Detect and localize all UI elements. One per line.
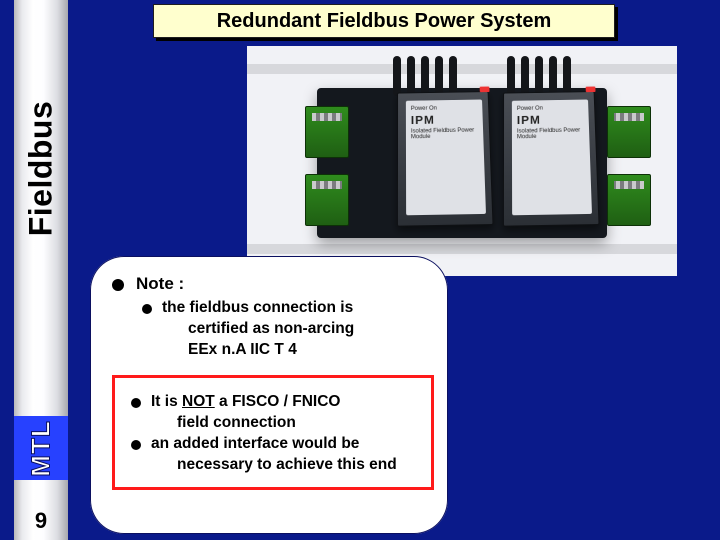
module-name: IPM [517, 113, 584, 127]
terminal-block-icon [305, 174, 349, 226]
hardware-photo: Power On IPM Isolated Fieldbus Power Mod… [247, 46, 677, 276]
warning-line: necessary to achieve this end [151, 455, 419, 476]
module-led-label: Power On [517, 105, 584, 112]
module-subtitle: Isolated Fieldbus Power Module [411, 127, 479, 141]
warning-item: an added interface would be necessary to… [125, 434, 419, 476]
note-heading: Note : the fieldbus connection is certif… [112, 274, 434, 361]
note-subitem: the fieldbus connection is certified as … [136, 298, 434, 361]
mtl-logo-text: MTL [26, 420, 57, 476]
mtl-logo: MTL [14, 416, 68, 480]
module-subtitle: Isolated Fieldbus Power Module [517, 127, 585, 141]
warning-item: It is NOT a FISCO / FNICO field connecti… [125, 392, 419, 434]
note-line: EEx n.A IIC T 4 [162, 340, 434, 361]
note-list: Note : the fieldbus connection is certif… [112, 274, 434, 361]
warning-line: an added interface would be [151, 435, 359, 452]
warning-line: field connection [151, 413, 419, 434]
terminal-block-icon [607, 174, 651, 226]
title-box: Redundant Fieldbus Power System [153, 4, 615, 38]
terminal-block-icon [305, 106, 349, 158]
power-module: Power On IPM Isolated Fieldbus Power Mod… [503, 91, 600, 227]
module-led-label: Power On [411, 105, 478, 112]
warning-frame: It is NOT a FISCO / FNICO field connecti… [112, 375, 434, 491]
cables-icon [389, 56, 609, 94]
power-led-icon [586, 87, 596, 93]
terminal-block-icon [607, 106, 651, 158]
slide: Fieldbus MTL 9 Redundant Fieldbus Power … [0, 0, 720, 540]
power-led-icon [480, 87, 490, 93]
warning-not: NOT [182, 393, 215, 410]
note-line: the fieldbus connection is [162, 299, 353, 316]
slide-title: Redundant Fieldbus Power System [217, 10, 552, 33]
content-box: Note : the fieldbus connection is certif… [90, 256, 448, 534]
note-heading-text: Note : [136, 274, 184, 293]
note-line: certified as non-arcing [162, 319, 434, 340]
section-label: Fieldbus [23, 101, 60, 237]
page-number: 9 [14, 508, 68, 534]
warning-text-lead: It is [151, 393, 182, 410]
module-name: IPM [411, 113, 478, 127]
warning-text-tail: a FISCO / FNICO [215, 393, 341, 410]
power-module: Power On IPM Isolated Fieldbus Power Mod… [397, 91, 494, 227]
